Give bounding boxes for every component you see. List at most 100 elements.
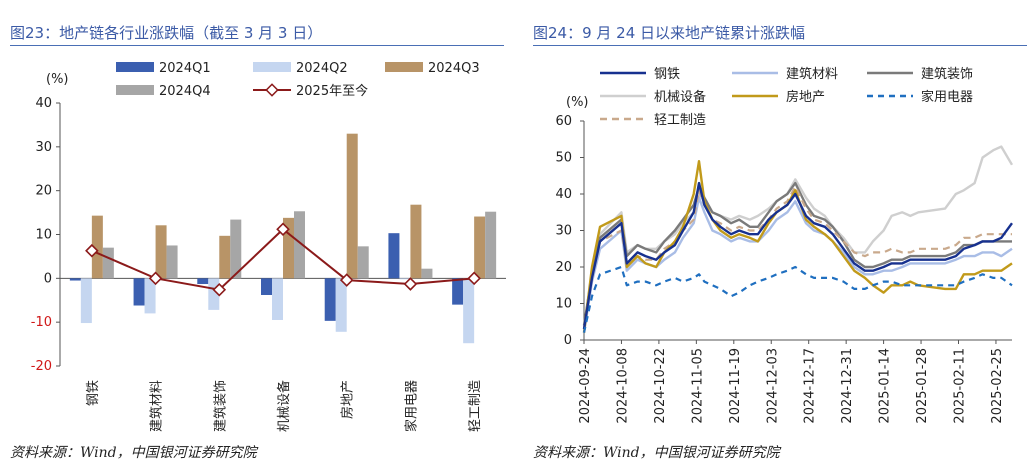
x-tick-label: 2025-02-25 [990, 348, 1005, 424]
y-tick-label: 30 [555, 224, 572, 239]
y-tick-label: -20 [31, 359, 52, 374]
legend-label: 建筑材料 [786, 66, 838, 82]
x-tick-label: 2024-10-22 [653, 348, 668, 424]
y-unit-label: (%) [566, 95, 589, 110]
right-source-note: 资料来源：Wind，中国银河证券研究院 [533, 445, 780, 461]
right-chart-title: 图24：9 月 24 日以来地产链累计涨跌幅 [533, 24, 806, 42]
bar-2024Q2-家用电器 [399, 278, 411, 280]
x-tick-label: 2025-01-14 [878, 348, 893, 424]
x-category-label: 建筑材料 [149, 380, 165, 432]
legend-label: 机械设备 [654, 89, 706, 105]
legend-label: 2024Q1 [159, 61, 211, 76]
y-tick-label: 10 [555, 297, 572, 312]
point-建筑材料 [148, 271, 163, 286]
right-title-rule [533, 45, 1027, 46]
legend-marker [265, 83, 279, 97]
y-tick-label: 60 [555, 114, 572, 129]
bar-2024Q4-房地产 [357, 246, 369, 279]
legend-label: 2024Q4 [159, 84, 211, 99]
legend-label: 2024Q3 [428, 61, 480, 76]
x-tick-label: 2024-12-17 [803, 348, 818, 424]
legend-label: 家用电器 [921, 89, 973, 105]
y-tick-label: 0 [564, 333, 572, 348]
bar-chart: -20 -10 0 10 20 30 40 (%) 2024Q1 2024Q2 2024Q3 2024… [31, 61, 506, 432]
x-category-label: 建筑装饰 [212, 380, 228, 432]
legend-swatch-2024Q3 [385, 62, 423, 72]
x-category-label: 钢铁 [86, 380, 101, 406]
legend-label: 2025年至今 [296, 83, 368, 99]
legend-swatch-2024Q4 [116, 85, 154, 95]
x-category-label: 房地产 [340, 380, 356, 419]
y-tick-label: 10 [35, 228, 52, 243]
legend-label: 钢铁 [654, 67, 680, 82]
bar-2024Q1-轻工制造 [452, 278, 464, 305]
x-category-label: 机械设备 [276, 380, 292, 432]
series-line-机械设备 [582, 145, 1014, 330]
legend-label: 房地产 [786, 89, 825, 105]
bar-2024Q4-轻工制造 [485, 211, 497, 279]
y-tick-label: 40 [35, 96, 52, 111]
bar-2024Q3-家用电器 [410, 204, 422, 279]
bar-2024Q1-房地产 [324, 278, 336, 321]
series-line-建筑装饰 [582, 181, 1012, 326]
x-tick-label: 2024-10-08 [615, 348, 630, 424]
bar-2024Q4-建筑材料 [166, 245, 178, 279]
left-source-note: 资料来源：Wind，中国银河证券研究院 [10, 445, 257, 461]
y-unit-label: (%) [46, 72, 69, 87]
point-轻工制造 [467, 271, 481, 286]
left-chart-title: 图23：地产链各行业涨跌幅（截至 3 月 3 日） [10, 24, 323, 42]
bar-2024Q1-建筑装饰 [197, 278, 209, 285]
bar-2024Q1-钢铁 [69, 278, 81, 281]
bar-2024Q2-钢铁 [80, 278, 92, 324]
bar-2024Q3-机械设备 [283, 217, 294, 279]
bar-2024Q1-家用电器 [388, 233, 400, 279]
bar-2024Q4-钢铁 [102, 247, 114, 279]
bar-2024Q2-轻工制造 [463, 278, 475, 344]
x-tick-label: 2025-02-11 [953, 348, 968, 424]
x-category-label: 家用电器 [403, 380, 419, 432]
bar-2024Q3-钢铁 [91, 215, 103, 279]
bar-2024Q1-建筑材料 [133, 278, 145, 306]
x-tick-label: 2024-12-31 [840, 348, 855, 424]
left-title-rule [10, 45, 504, 46]
series-line-家用电器 [582, 265, 1013, 333]
bar-2024Q3-轻工制造 [474, 216, 486, 279]
bar-2024Q3-建筑材料 [155, 225, 167, 279]
x-tick-label: 2024-11-05 [690, 348, 705, 424]
bar-2024Q4-建筑装饰 [230, 219, 242, 279]
x-tick-label: 2024-12-03 [765, 348, 780, 424]
x-tick-label: 2024-11-19 [728, 348, 743, 424]
legend-swatch-2024Q2 [253, 62, 291, 72]
y-tick-label: 30 [35, 140, 52, 155]
point-建筑装饰 [212, 282, 227, 297]
bar-2024Q4-机械设备 [294, 211, 305, 279]
bar-2024Q3-房地产 [346, 133, 358, 279]
point-房地产 [339, 273, 354, 287]
y-tick-label: -10 [31, 315, 52, 330]
y-tick-label: 40 [555, 187, 572, 202]
bar-2024Q2-机械设备 [272, 278, 283, 320]
y-tick-label: 20 [35, 184, 52, 199]
x-category-label: 轻工制造 [468, 380, 483, 432]
y-tick-label: 20 [555, 260, 572, 275]
bar-2024Q4-家用电器 [421, 268, 433, 279]
line-chart: 0 10 20 30 40 50 60 (%) 2024-09-24 2024-10-08 2024… [555, 66, 1014, 424]
series-line-钢铁 [582, 181, 1013, 330]
point-机械设备 [276, 222, 290, 237]
bar-2024Q2-房地产 [335, 278, 347, 332]
legend-swatch-2024Q1 [116, 62, 154, 72]
legend-label: 2024Q2 [296, 61, 348, 76]
y-tick-label: 0 [44, 271, 52, 286]
x-tick-label: 2025-01-28 [915, 348, 930, 424]
bar-2024Q3-建筑装饰 [219, 235, 231, 279]
point-钢铁 [85, 243, 99, 258]
legend-label: 建筑装饰 [921, 66, 973, 82]
point-家用电器 [403, 277, 418, 291]
bar-2024Q2-建筑装饰 [208, 278, 220, 310]
legend-label: 轻工制造 [654, 113, 706, 128]
bar-2024Q2-建筑材料 [144, 278, 156, 314]
y-tick-label: 50 [555, 151, 572, 166]
x-tick-label: 2024-09-24 [578, 348, 593, 424]
bar-2024Q1-机械设备 [261, 278, 272, 295]
